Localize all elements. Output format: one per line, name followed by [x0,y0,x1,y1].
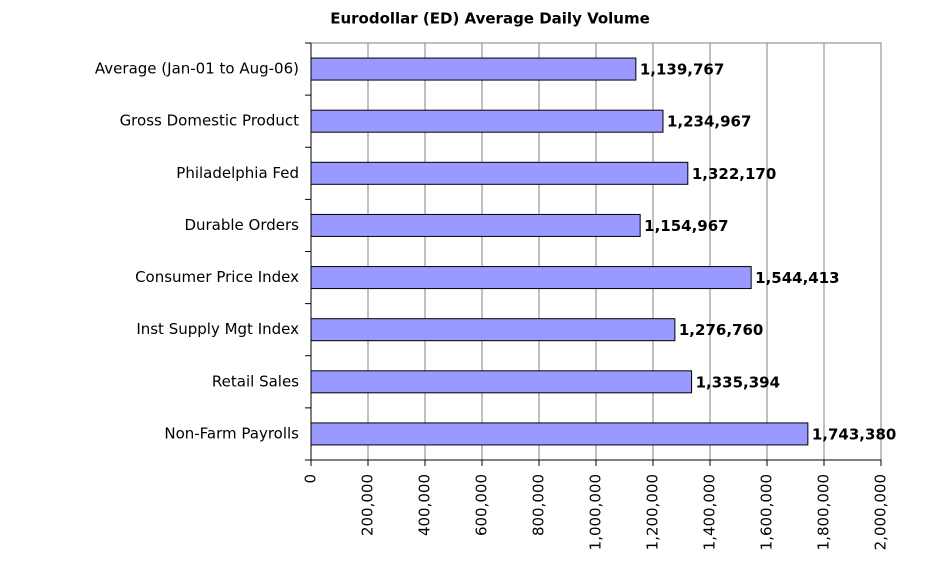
x-tick-label: 800,000 [530,474,548,536]
x-tick-label: 200,000 [359,474,377,536]
x-tick-label: 400,000 [416,474,434,536]
chart-title: Eurodollar (ED) Average Daily Volume [330,10,650,28]
data-label: 1,154,967 [644,217,728,235]
bar [310,109,664,133]
y-tick-label: Philadelphia Fed [176,164,299,182]
x-tick-label: 1,600,000 [758,474,776,550]
data-label: 1,322,170 [692,165,776,183]
bar [310,422,809,446]
x-tick-label: 2,000,000 [872,474,890,550]
data-label: 1,276,760 [679,321,763,339]
data-label: 1,743,380 [812,425,896,443]
x-tick-label: 1,800,000 [815,474,833,550]
x-tick-label: 1,400,000 [701,474,719,550]
bar [310,57,637,81]
x-tick-label: 600,000 [473,474,491,536]
bar [310,318,676,342]
y-tick-label: Retail Sales [212,372,299,390]
y-tick-label: Inst Supply Mgt Index [136,320,299,338]
data-label: 1,234,967 [667,113,751,131]
data-label: 1,139,767 [640,61,724,79]
x-tick-label: 0 [302,474,320,484]
y-tick-label: Consumer Price Index [135,268,299,286]
y-tick-label: Average (Jan-01 to Aug-06) [95,60,299,78]
y-tick-label: Durable Orders [184,216,299,234]
x-tick-label: 1,000,000 [587,474,605,550]
y-tick-label: Non-Farm Payrolls [164,424,299,442]
bar [310,370,693,394]
data-label: 1,544,413 [755,269,839,287]
data-label: 1,335,394 [696,373,780,391]
bar [310,266,752,290]
y-tick-label: Gross Domestic Product [120,112,300,130]
bar [310,161,689,185]
x-tick-label: 1,200,000 [644,474,662,550]
bar [310,213,641,237]
